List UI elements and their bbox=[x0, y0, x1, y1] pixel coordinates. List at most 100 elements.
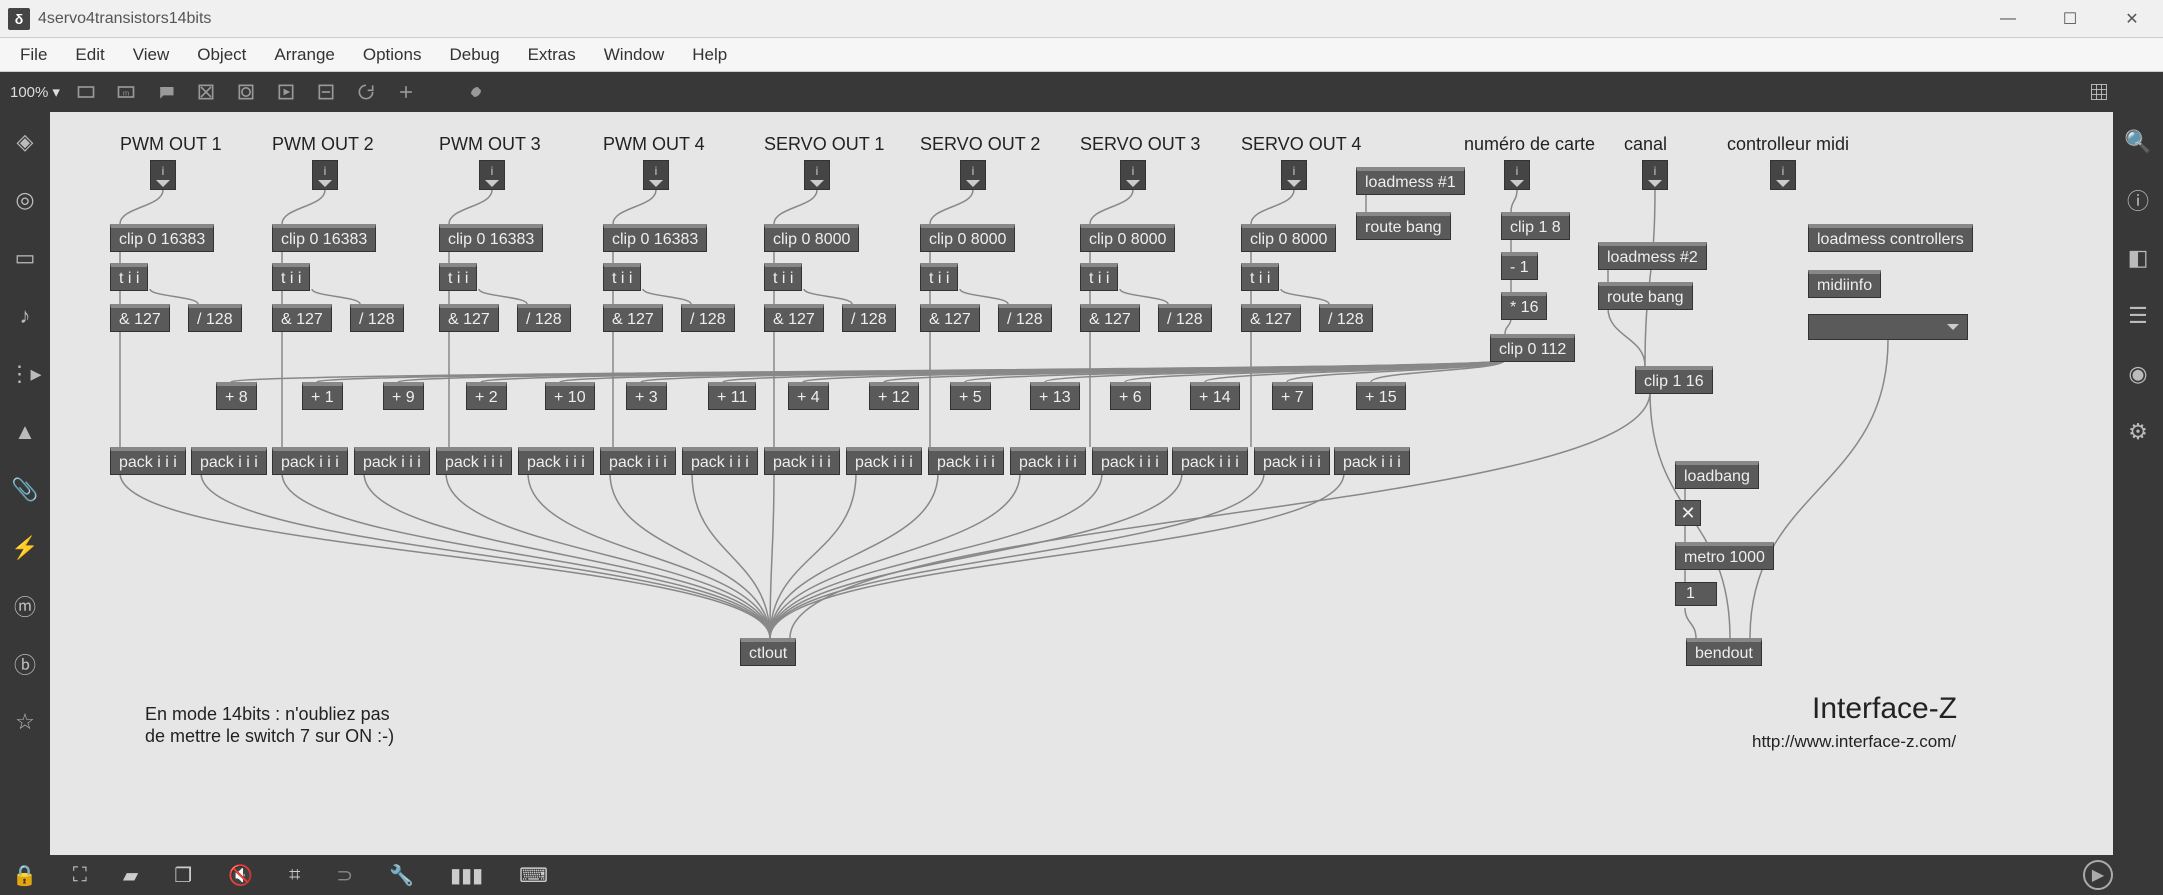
toggle-x[interactable]: ✕ bbox=[1675, 500, 1701, 526]
int-trigger-2[interactable]: i bbox=[479, 160, 505, 190]
tii-3[interactable]: t i i bbox=[603, 263, 641, 291]
lock-icon[interactable]: 🔒 bbox=[12, 863, 37, 888]
routebang2[interactable]: route bang bbox=[1598, 282, 1693, 310]
div128-3[interactable]: / 128 bbox=[681, 304, 735, 332]
plus-9[interactable]: + 5 bbox=[950, 382, 991, 410]
piano-icon[interactable]: ▮▮▮ bbox=[450, 863, 483, 888]
plus-8[interactable]: + 12 bbox=[869, 382, 919, 410]
menu-arrange[interactable]: Arrange bbox=[262, 41, 346, 69]
int-trigger-5[interactable]: i bbox=[960, 160, 986, 190]
list-icon[interactable]: ☰ bbox=[2124, 302, 2152, 330]
and127-0[interactable]: & 127 bbox=[110, 304, 170, 332]
plus-3[interactable]: + 2 bbox=[466, 382, 507, 410]
bounds-icon[interactable]: ⛶ bbox=[73, 864, 87, 887]
numbox-1[interactable]: 1 bbox=[1675, 582, 1717, 606]
int-trigger-1[interactable]: i bbox=[312, 160, 338, 190]
clip-4[interactable]: clip 0 8000 bbox=[764, 224, 859, 252]
minimize-button[interactable]: — bbox=[1977, 0, 2039, 37]
menu-window[interactable]: Window bbox=[592, 41, 676, 69]
header-1[interactable]: PWM OUT 2 bbox=[272, 134, 374, 155]
plus-0[interactable]: + 8 bbox=[216, 382, 257, 410]
int-trigger-6[interactable]: i bbox=[1120, 160, 1146, 190]
midiinfo[interactable]: midiinfo bbox=[1808, 270, 1881, 298]
int-trigger-3[interactable]: i bbox=[643, 160, 669, 190]
pack-12[interactable]: pack i i i bbox=[1092, 447, 1168, 475]
info-icon[interactable]: ⓘ bbox=[2124, 186, 2152, 214]
header-2[interactable]: PWM OUT 3 bbox=[439, 134, 541, 155]
pack-6[interactable]: pack i i i bbox=[600, 447, 676, 475]
toggle-icon[interactable] bbox=[192, 78, 220, 106]
header-right-2[interactable]: controlleur midi bbox=[1727, 134, 1849, 155]
header-7[interactable]: SERVO OUT 4 bbox=[1241, 134, 1361, 155]
pack-13[interactable]: pack i i i bbox=[1172, 447, 1248, 475]
loadbang[interactable]: loadbang bbox=[1675, 461, 1759, 489]
and127-7[interactable]: & 127 bbox=[1241, 304, 1301, 332]
header-3[interactable]: PWM OUT 4 bbox=[603, 134, 705, 155]
footer-brand[interactable]: Interface-Z bbox=[1812, 692, 1957, 726]
pack-0[interactable]: pack i i i bbox=[110, 447, 186, 475]
and127-4[interactable]: & 127 bbox=[764, 304, 824, 332]
footer-url[interactable]: http://www.interface-z.com/ bbox=[1752, 732, 1956, 752]
plug-icon[interactable]: ⚡ bbox=[11, 534, 39, 562]
menu-debug[interactable]: Debug bbox=[437, 41, 511, 69]
tii-2[interactable]: t i i bbox=[439, 263, 477, 291]
div128-2[interactable]: / 128 bbox=[517, 304, 571, 332]
plus-7[interactable]: + 4 bbox=[788, 382, 829, 410]
clip-0[interactable]: clip 0 16383 bbox=[110, 224, 214, 252]
pack-9[interactable]: pack i i i bbox=[846, 447, 922, 475]
patcher-canvas[interactable]: PWM OUT 1 PWM OUT 2 PWM OUT 3 PWM OUT 4 SERV… bbox=[50, 112, 2113, 855]
and127-5[interactable]: & 127 bbox=[920, 304, 980, 332]
ctlout[interactable]: ctlout bbox=[740, 638, 796, 666]
pack-8[interactable]: pack i i i bbox=[764, 447, 840, 475]
div128-7[interactable]: / 128 bbox=[1319, 304, 1373, 332]
and127-3[interactable]: & 127 bbox=[603, 304, 663, 332]
snap-icon[interactable]: ❐ bbox=[174, 863, 192, 888]
plus-12[interactable]: + 14 bbox=[1190, 382, 1240, 410]
pack-1[interactable]: pack i i i bbox=[191, 447, 267, 475]
image-icon[interactable]: ▲ bbox=[11, 418, 39, 446]
and127-2[interactable]: & 127 bbox=[439, 304, 499, 332]
present-icon[interactable]: ▰ bbox=[123, 863, 138, 888]
plus-1[interactable]: + 1 bbox=[302, 382, 343, 410]
tii-0[interactable]: t i i bbox=[110, 263, 148, 291]
new-message-icon[interactable]: m bbox=[112, 78, 140, 106]
zoom-level[interactable]: 100% ▾ bbox=[10, 83, 60, 101]
int-trigger-carte[interactable]: i bbox=[1504, 160, 1530, 190]
camera-icon[interactable]: ◉ bbox=[2124, 360, 2152, 388]
div128-1[interactable]: / 128 bbox=[350, 304, 404, 332]
clip-3[interactable]: clip 0 16383 bbox=[603, 224, 707, 252]
pack-15[interactable]: pack i i i bbox=[1334, 447, 1410, 475]
and127-6[interactable]: & 127 bbox=[1080, 304, 1140, 332]
div128-0[interactable]: / 128 bbox=[188, 304, 242, 332]
b-circle-icon[interactable]: ⓑ bbox=[11, 650, 39, 678]
target-icon[interactable]: ◎ bbox=[11, 186, 39, 214]
menu-object[interactable]: Object bbox=[185, 41, 258, 69]
pack-7[interactable]: pack i i i bbox=[682, 447, 758, 475]
header-right-0[interactable]: numéro de carte bbox=[1464, 134, 1595, 155]
header-0[interactable]: PWM OUT 1 bbox=[120, 134, 222, 155]
pack-14[interactable]: pack i i i bbox=[1254, 447, 1330, 475]
div128-5[interactable]: / 128 bbox=[998, 304, 1052, 332]
tii-1[interactable]: t i i bbox=[272, 263, 310, 291]
play-btn-icon[interactable] bbox=[272, 78, 300, 106]
columns-icon[interactable]: ◧ bbox=[2124, 244, 2152, 272]
plus-10[interactable]: + 13 bbox=[1030, 382, 1080, 410]
clip0112[interactable]: clip 0 112 bbox=[1490, 334, 1575, 362]
clip-6[interactable]: clip 0 8000 bbox=[1080, 224, 1175, 252]
pack-4[interactable]: pack i i i bbox=[436, 447, 512, 475]
plus-13[interactable]: + 7 bbox=[1272, 382, 1313, 410]
tii-7[interactable]: t i i bbox=[1241, 263, 1279, 291]
clip18[interactable]: clip 1 8 bbox=[1501, 212, 1570, 240]
cube-icon[interactable]: ◈ bbox=[11, 128, 39, 156]
plus-2[interactable]: + 9 bbox=[383, 382, 424, 410]
div128-6[interactable]: / 128 bbox=[1158, 304, 1212, 332]
pack-11[interactable]: pack i i i bbox=[1010, 447, 1086, 475]
midi-dropdown[interactable] bbox=[1808, 314, 1968, 340]
int-trigger-0[interactable]: i bbox=[150, 160, 176, 190]
note-icon[interactable]: ♪ bbox=[11, 302, 39, 330]
clip-7[interactable]: clip 0 8000 bbox=[1241, 224, 1336, 252]
footer-note2[interactable]: de mettre le switch 7 sur ON :-) bbox=[145, 726, 394, 747]
grid-view-icon[interactable] bbox=[2085, 78, 2113, 106]
loadmess-controllers[interactable]: loadmess controllers bbox=[1808, 224, 1973, 252]
playlist-icon[interactable]: ⋮▸ bbox=[11, 360, 39, 388]
